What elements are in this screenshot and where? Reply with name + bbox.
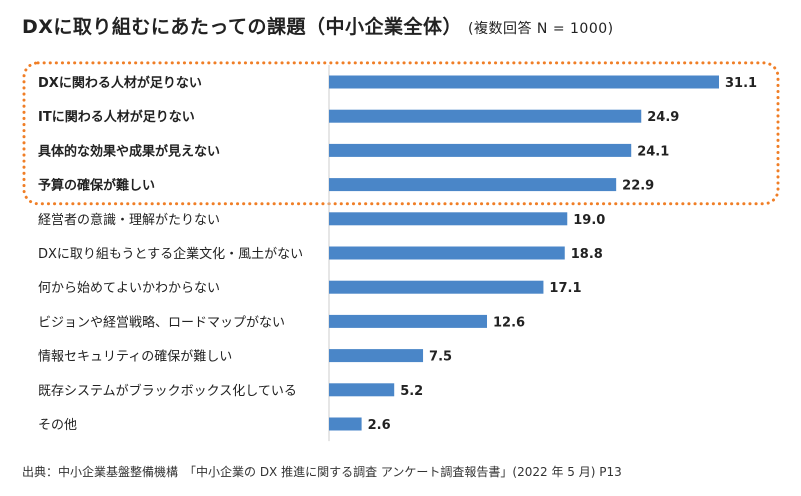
category-label: その他 xyxy=(38,418,77,433)
category-label: ITに関わる人材が足りない xyxy=(38,109,195,125)
bar xyxy=(329,178,617,192)
category-label: DXに関わる人材が足りない xyxy=(38,75,202,91)
chart-title-block: DXに取り組むにあたっての課題（中小企業全体） (複数回答 N = 1000) xyxy=(22,12,614,39)
category-label: ビジョンや経営戦略、ロードマップがない xyxy=(38,314,285,330)
bar xyxy=(329,75,719,89)
category-label: 具体的な効果や成果が見えない xyxy=(38,143,220,159)
category-label: 経営者の意識・理解がたりない xyxy=(38,212,220,228)
value-label: 18.8 xyxy=(571,247,603,262)
bar xyxy=(329,383,395,397)
highlight-box xyxy=(22,61,780,206)
value-label: 5.2 xyxy=(400,384,423,399)
value-label: 12.6 xyxy=(493,315,525,330)
source-note: 出典：中小企業基盤整備機構 「中小企業の DX 推進に関する調査 アンケート調査… xyxy=(22,465,622,479)
value-label: 22.9 xyxy=(622,179,654,194)
category-label: 情報セキュリティの確保が難しい xyxy=(38,349,232,365)
bar xyxy=(329,212,568,226)
value-label: 24.1 xyxy=(637,144,669,159)
bar xyxy=(329,314,488,328)
bar xyxy=(329,280,544,294)
bar xyxy=(329,246,565,260)
category-label: DXに取り組もうとする企業文化・風土がない xyxy=(38,246,303,262)
value-label: 17.1 xyxy=(549,281,581,296)
category-label: 既存システムがブラックボックス化している xyxy=(38,383,297,399)
bar xyxy=(329,109,642,123)
bar xyxy=(329,349,424,363)
value-label: 31.1 xyxy=(725,76,757,91)
chart-note: (複数回答 N = 1000) xyxy=(468,21,614,37)
bar xyxy=(329,143,632,157)
value-label: 7.5 xyxy=(429,350,452,365)
chart-title: DXに取り組むにあたっての課題 xyxy=(22,16,306,38)
value-label: 2.6 xyxy=(368,418,391,433)
value-label: 24.9 xyxy=(647,110,679,125)
category-label: 何から始めてよいかわからない xyxy=(38,280,220,296)
value-label: 19.0 xyxy=(573,213,605,228)
bar xyxy=(329,417,362,431)
chart-subtitle: （中小企業全体） xyxy=(305,16,462,38)
category-label: 予算の確保が難しい xyxy=(38,178,155,194)
